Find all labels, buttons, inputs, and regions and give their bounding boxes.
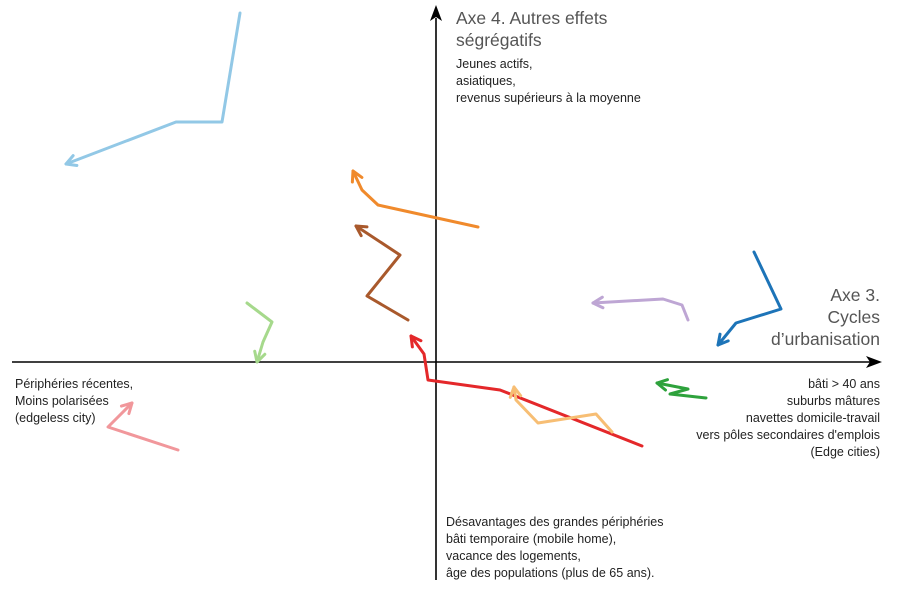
trajectory-line-light-blue (64, 11, 242, 166)
left-annotation: Périphéries récentes, Moins polarisées (… (15, 377, 134, 425)
trajectory-orange (350, 169, 480, 229)
trajectory-arrowhead-pink (119, 401, 134, 416)
bottom-annotation: Désavantages des grandes périphéries bât… (446, 515, 664, 580)
trajectory-line-green (655, 381, 708, 400)
trajectory-arrowhead-blue (716, 332, 730, 347)
top-annotation: Jeunes actifs, asiatiques, revenus supér… (456, 57, 641, 105)
trajectory-light-green (245, 301, 274, 364)
trajectory-red (409, 334, 644, 448)
trajectory-line-orange (351, 169, 480, 229)
trajectory-line-red (409, 334, 644, 448)
x-axis-arrowhead (866, 356, 882, 368)
trajectory-lavender (591, 295, 690, 322)
trajectory-line-light-orange (512, 385, 614, 434)
trajectory-line-brown (354, 224, 410, 322)
trajectory-light-orange (508, 385, 614, 434)
trajectory-pink (106, 401, 180, 452)
trajectory-line-blue (716, 250, 783, 347)
trajectory-arrowhead-red (409, 334, 423, 349)
y-axis-title: Axe 4. Autres effets ségrégatifs (456, 8, 608, 50)
trajectory-green (655, 378, 708, 400)
trajectory-arrowhead-light-green (253, 349, 267, 364)
trajectory-arrowhead-light-orange (508, 385, 523, 399)
trajectory-arrowhead-green (655, 378, 669, 392)
trajectory-line-lavender (591, 297, 690, 322)
right-annotation: bâti > 40 ans suburbs mâtures navettes d… (696, 377, 880, 459)
trajectory-arrowhead-lavender (591, 295, 605, 310)
trajectory-arrowhead-light-blue (64, 154, 79, 167)
trajectory-arrowhead-brown (354, 224, 369, 238)
trajectory-blue (716, 250, 783, 347)
trajectories (64, 11, 783, 452)
trajectory-light-blue (64, 11, 242, 167)
trajectory-line-pink (106, 401, 180, 452)
trajectory-brown (354, 224, 410, 322)
x-axis-title: Axe 3. Cycles d’urbanisation (771, 285, 880, 349)
trajectory-arrowhead-orange (350, 169, 364, 184)
y-axis-arrowhead (430, 5, 442, 21)
trajectory-line-light-green (245, 301, 274, 364)
